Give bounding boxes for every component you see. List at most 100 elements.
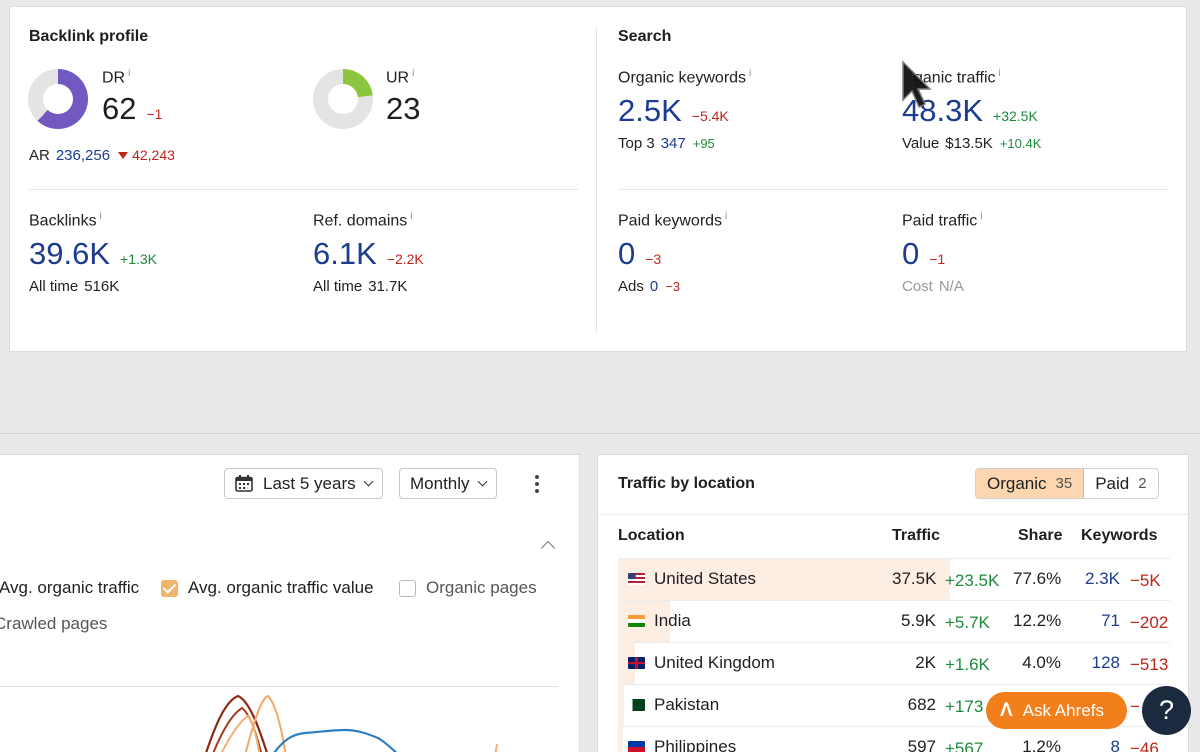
ur-metric[interactable]: UR i 23 — [386, 68, 420, 127]
series-line — [494, 743, 498, 752]
paid-traffic-metric[interactable]: Paid traffic i 0 −1 Cost N/A — [902, 211, 983, 295]
ur-value: 23 — [386, 91, 421, 127]
share-value: 4.0% — [1022, 653, 1061, 672]
ar-row: AR 236,256 42,243 — [29, 147, 175, 164]
top3-change: +95 — [692, 136, 715, 152]
share-value: 77.6% — [1013, 569, 1062, 588]
info-icon[interactable]: i — [412, 68, 415, 79]
series-line — [220, 714, 261, 752]
share-bar — [618, 685, 624, 726]
overview-card — [9, 6, 1187, 352]
period-dropdown[interactable]: Last 5 years — [224, 468, 383, 499]
info-icon[interactable]: i — [980, 211, 983, 222]
legend-avg-organic-traffic-value[interactable]: Avg. organic traffic value — [161, 578, 374, 598]
location-name[interactable]: Pakistan — [654, 695, 720, 714]
more-options-icon[interactable] — [534, 475, 540, 495]
table-row[interactable]: Pakistan 682 +173 − — [618, 684, 1170, 726]
info-icon[interactable]: i — [998, 68, 1001, 79]
table-header-divider — [598, 514, 1188, 515]
organic-keywords-value[interactable]: 2.5K — [618, 93, 682, 129]
dr-donut-chart — [28, 69, 88, 129]
column-header-keywords[interactable]: Keywords — [1081, 527, 1158, 544]
backlinks-metric[interactable]: Backlinks i 39.6K +1.3K All time 516K — [29, 211, 157, 295]
search-title: Search — [618, 28, 672, 45]
info-icon[interactable]: i — [128, 68, 131, 79]
share-value: 1.2% — [1022, 737, 1061, 752]
legend-crawled-pages[interactable]: Crawled pages — [0, 614, 107, 634]
top3-label: Top 3 — [618, 135, 655, 153]
tab-label: Paid — [1095, 473, 1130, 493]
top3-value[interactable]: 347 — [660, 135, 686, 153]
keywords-change: −46 — [1130, 739, 1159, 752]
keywords-value[interactable]: 8 — [1110, 737, 1120, 752]
help-button[interactable]: ? — [1142, 686, 1191, 735]
traffic-value: 682 — [907, 695, 936, 714]
location-name[interactable]: India — [654, 611, 691, 630]
ur-label: UR — [386, 69, 410, 87]
down-arrow-icon — [118, 152, 129, 159]
keywords-value[interactable]: 2.3K — [1085, 569, 1120, 588]
ar-label: AR — [29, 147, 50, 164]
backlinks-value[interactable]: 39.6K — [29, 236, 111, 272]
checkbox-checked[interactable] — [161, 579, 178, 597]
dr-metric[interactable]: DR i 62 −1 — [102, 68, 162, 127]
tab-paid[interactable]: Paid 2 — [1084, 469, 1157, 498]
backlink-row-divider — [29, 189, 578, 190]
ref-domains-sub-label: All time — [313, 278, 363, 296]
help-icon: ? — [1158, 695, 1175, 725]
info-icon[interactable]: i — [725, 211, 728, 222]
legend-avg-organic-traffic[interactable]: Avg. organic traffic — [0, 578, 139, 598]
traffic-value-amount: $13.5K — [945, 135, 993, 153]
table-row[interactable]: India 5.9K +5.7K 12.2% 71 −202 — [618, 600, 1170, 642]
table-row[interactable]: United Kingdom 2K +1.6K 4.0% 128 −513 — [618, 642, 1170, 684]
ask-ahrefs-button[interactable]: Λ Ask Ahrefs — [986, 692, 1127, 729]
legend-organic-pages[interactable]: Organic pages — [399, 578, 537, 598]
interval-dropdown[interactable]: Monthly — [399, 468, 497, 499]
checkbox-unchecked[interactable] — [399, 579, 416, 597]
ref-domains-change: −2.2K — [386, 251, 424, 268]
legend-label: Organic pages — [426, 578, 537, 597]
column-header-location[interactable]: Location — [618, 527, 685, 544]
tab-organic[interactable]: Organic 35 — [976, 469, 1085, 498]
paid-keywords-label: Paid keywords — [618, 212, 723, 230]
keywords-change: −5K — [1130, 571, 1161, 590]
paid-traffic-value[interactable]: 0 — [902, 236, 920, 272]
table-row[interactable]: Philippines 597 +567 1.2% 8 −46 — [618, 726, 1170, 752]
location-name[interactable]: United Kingdom — [654, 653, 775, 672]
ref-domains-value[interactable]: 6.1K — [313, 236, 377, 272]
info-icon[interactable]: i — [410, 211, 413, 222]
cost-value: N/A — [938, 278, 964, 296]
ar-value[interactable]: 236,256 — [55, 147, 111, 164]
traffic-type-toggle[interactable]: Organic 35 Paid 2 — [975, 468, 1159, 499]
paid-keywords-metric[interactable]: Paid keywords i 0 −3 Ads 0 −3 — [618, 211, 727, 295]
location-name[interactable]: United States — [654, 569, 757, 588]
info-icon[interactable]: i — [749, 68, 752, 79]
dr-label: DR — [102, 69, 126, 87]
keywords-value[interactable]: 71 — [1101, 611, 1120, 630]
organic-traffic-label: ganic traffic — [914, 69, 996, 87]
traffic-change: +1.6K — [945, 655, 990, 674]
location-name[interactable]: Philippines — [654, 737, 737, 752]
traffic-by-location-title: Traffic by location — [618, 475, 755, 492]
traffic-value: 37.5K — [892, 569, 937, 588]
keywords-value[interactable]: 128 — [1091, 653, 1120, 672]
traffic-change: +567 — [945, 739, 984, 752]
period-label: Last 5 years — [263, 473, 356, 493]
chart-gridline — [0, 686, 558, 687]
table-row[interactable]: United States 37.5K +23.5K 77.6% 2.3K −5K — [618, 558, 1170, 600]
traffic-change: +5.7K — [945, 613, 990, 632]
ref-domains-label: Ref. domains — [313, 212, 408, 230]
paid-keywords-change: −3 — [645, 251, 662, 268]
ads-value[interactable]: 0 — [649, 278, 659, 296]
share-bar — [618, 727, 623, 752]
paid-keywords-value[interactable]: 0 — [618, 236, 636, 272]
ref-domains-metric[interactable]: Ref. domains i 6.1K −2.2K All time 31.7K — [313, 211, 424, 295]
info-icon[interactable]: i — [99, 211, 102, 222]
column-header-traffic[interactable]: Traffic — [892, 527, 941, 544]
legend-label: Avg. organic traffic value — [188, 578, 374, 597]
organic-keywords-metric[interactable]: Organic keywords i 2.5K −5.4K Top 3 347 +95 — [618, 68, 751, 152]
column-header-share[interactable]: Share — [1018, 527, 1063, 544]
calendar-icon — [235, 475, 253, 492]
share-bar — [618, 643, 635, 684]
search-row-divider — [618, 189, 1168, 190]
